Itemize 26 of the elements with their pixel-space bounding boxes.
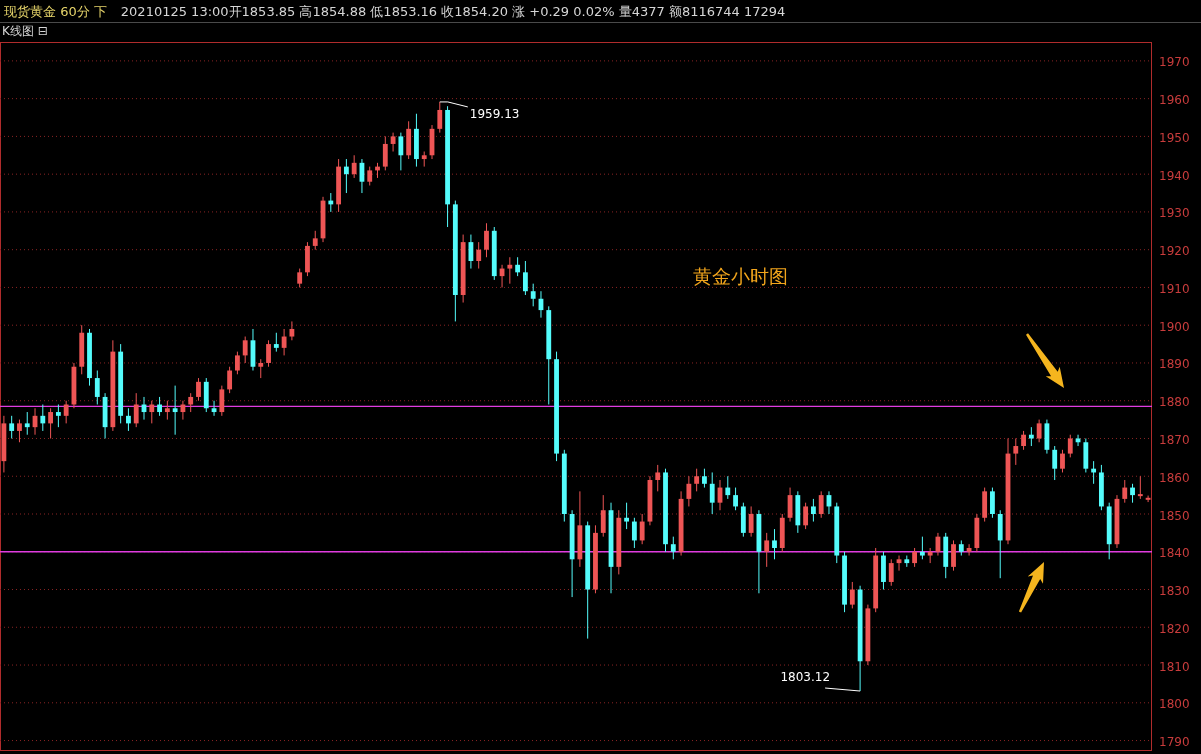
y-tick-label: 1810 — [1159, 659, 1190, 674]
y-tick-label: 1920 — [1159, 244, 1190, 259]
annotation: 黄金小时图 — [692, 264, 788, 287]
y-tick-label: 1860 — [1159, 470, 1190, 485]
y-tick-label: 1950 — [1159, 130, 1190, 145]
annotation: 1959.13 — [469, 107, 520, 122]
annotation: K线图 ⊟ — [2, 23, 48, 38]
annotation: 1803.12 — [780, 669, 861, 692]
annotation: 1959.13 — [439, 101, 520, 122]
annotation: 1803.12 — [780, 669, 831, 684]
y-tick-label: 1940 — [1159, 168, 1190, 183]
y-tick-label: 1870 — [1159, 433, 1190, 447]
y-tick-label: 1800 — [1159, 697, 1190, 712]
y-tick-label: 1930 — [1159, 206, 1190, 221]
y-tick-label: 1960 — [1159, 93, 1190, 108]
y-tick-label: 1820 — [1159, 621, 1190, 636]
y-tick-label: 1790 — [1159, 735, 1190, 750]
y-tick-label: 1970 — [1159, 55, 1190, 70]
header: 现货黄金 60分 下 20210125 13:00开1853.85 高1854.88 低1853.16 收1854.20 涨 +0.29 0.02% 量4377 额8116744 17294 — [4, 3, 786, 19]
y-tick-label: 1850 — [1159, 508, 1190, 523]
y-tick-label: 1830 — [1159, 584, 1190, 598]
y-tick-label: 1840 — [1159, 546, 1190, 561]
y-tick-label: 1880 — [1159, 395, 1190, 410]
y-tick-label: 1910 — [1159, 281, 1190, 296]
y-tick-label: 1890 — [1159, 357, 1190, 372]
y-tick-label: 1900 — [1159, 319, 1190, 334]
